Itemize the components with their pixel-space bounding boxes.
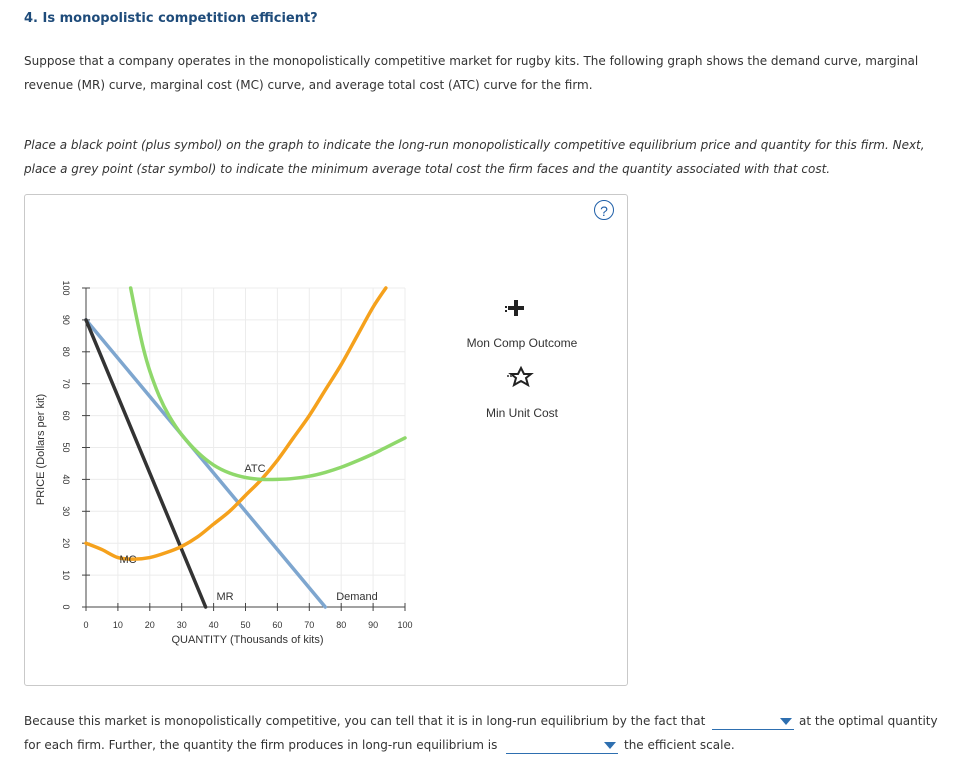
curve-atc (128, 286, 407, 482)
x-tick-label: 90 (368, 620, 378, 630)
x-tick-label: 0 (83, 620, 88, 630)
y-tick-label: 100 (61, 280, 71, 295)
mon-comp-outcome-tool[interactable]: Mon Comp Outcome (467, 300, 578, 350)
min-unit-cost-label: Min Unit Cost (486, 406, 559, 420)
x-tick-label: 50 (240, 620, 250, 630)
label-demand: Demand (336, 591, 378, 603)
x-tick-label: 20 (145, 620, 155, 630)
y-tick-label: 0 (61, 604, 71, 609)
instructions-paragraph: Place a black point (plus symbol) on the… (24, 138, 925, 176)
mon-comp-outcome-label: Mon Comp Outcome (467, 336, 578, 350)
curve-mc (84, 286, 388, 561)
label-mc: MC (119, 554, 136, 566)
x-axis-label: QUANTITY (Thousands of kits) (171, 634, 323, 646)
intro-paragraph: Suppose that a company operates in the m… (24, 54, 919, 92)
help-icon[interactable]: ? (594, 200, 614, 220)
x-tick-label: 80 (336, 620, 346, 630)
y-tick-label: 90 (61, 315, 71, 325)
y-tick-label: 60 (61, 411, 71, 421)
x-tick-label: 10 (113, 620, 123, 630)
plus-icon[interactable] (505, 300, 524, 316)
curve-mr (84, 318, 208, 609)
y-tick-label: 30 (61, 506, 71, 516)
x-tick-label: 60 (272, 620, 282, 630)
dropdown-equilibrium-condition[interactable] (712, 712, 794, 730)
y-tick-label: 80 (61, 347, 71, 357)
curve-demand (84, 318, 327, 609)
answer-line-1: Because this market is monopolistically … (24, 714, 706, 728)
x-tick-label: 100 (397, 620, 412, 630)
chevron-down-icon[interactable] (780, 718, 792, 725)
star-icon[interactable] (507, 365, 534, 388)
label-mr: MR (216, 591, 233, 603)
y-tick-label: 70 (61, 379, 71, 389)
graph-panel (24, 194, 628, 686)
chevron-down-icon[interactable] (604, 742, 616, 749)
y-tick-label: 40 (61, 474, 71, 484)
label-atc: ATC (244, 463, 265, 475)
dropdown-efficient-scale[interactable] (506, 736, 618, 754)
x-tick-label: 40 (209, 620, 219, 630)
x-tick-label: 30 (177, 620, 187, 630)
y-axis-label: PRICE (Dollars per kit) (35, 394, 47, 505)
x-tick-label: 70 (304, 620, 314, 630)
answer-line-2: for each firm. Further, the quantity the… (24, 738, 498, 752)
answer-line-2-end: the efficient scale. (624, 738, 735, 752)
min-unit-cost-tool[interactable]: Min Unit Cost (486, 365, 559, 420)
answer-line-1-end: at the optimal quantity (799, 714, 938, 728)
y-tick-label: 50 (61, 442, 71, 452)
y-tick-label: 10 (61, 570, 71, 580)
y-tick-label: 20 (61, 538, 71, 548)
question-title: 4. Is monopolistic competition efficient… (24, 11, 318, 26)
